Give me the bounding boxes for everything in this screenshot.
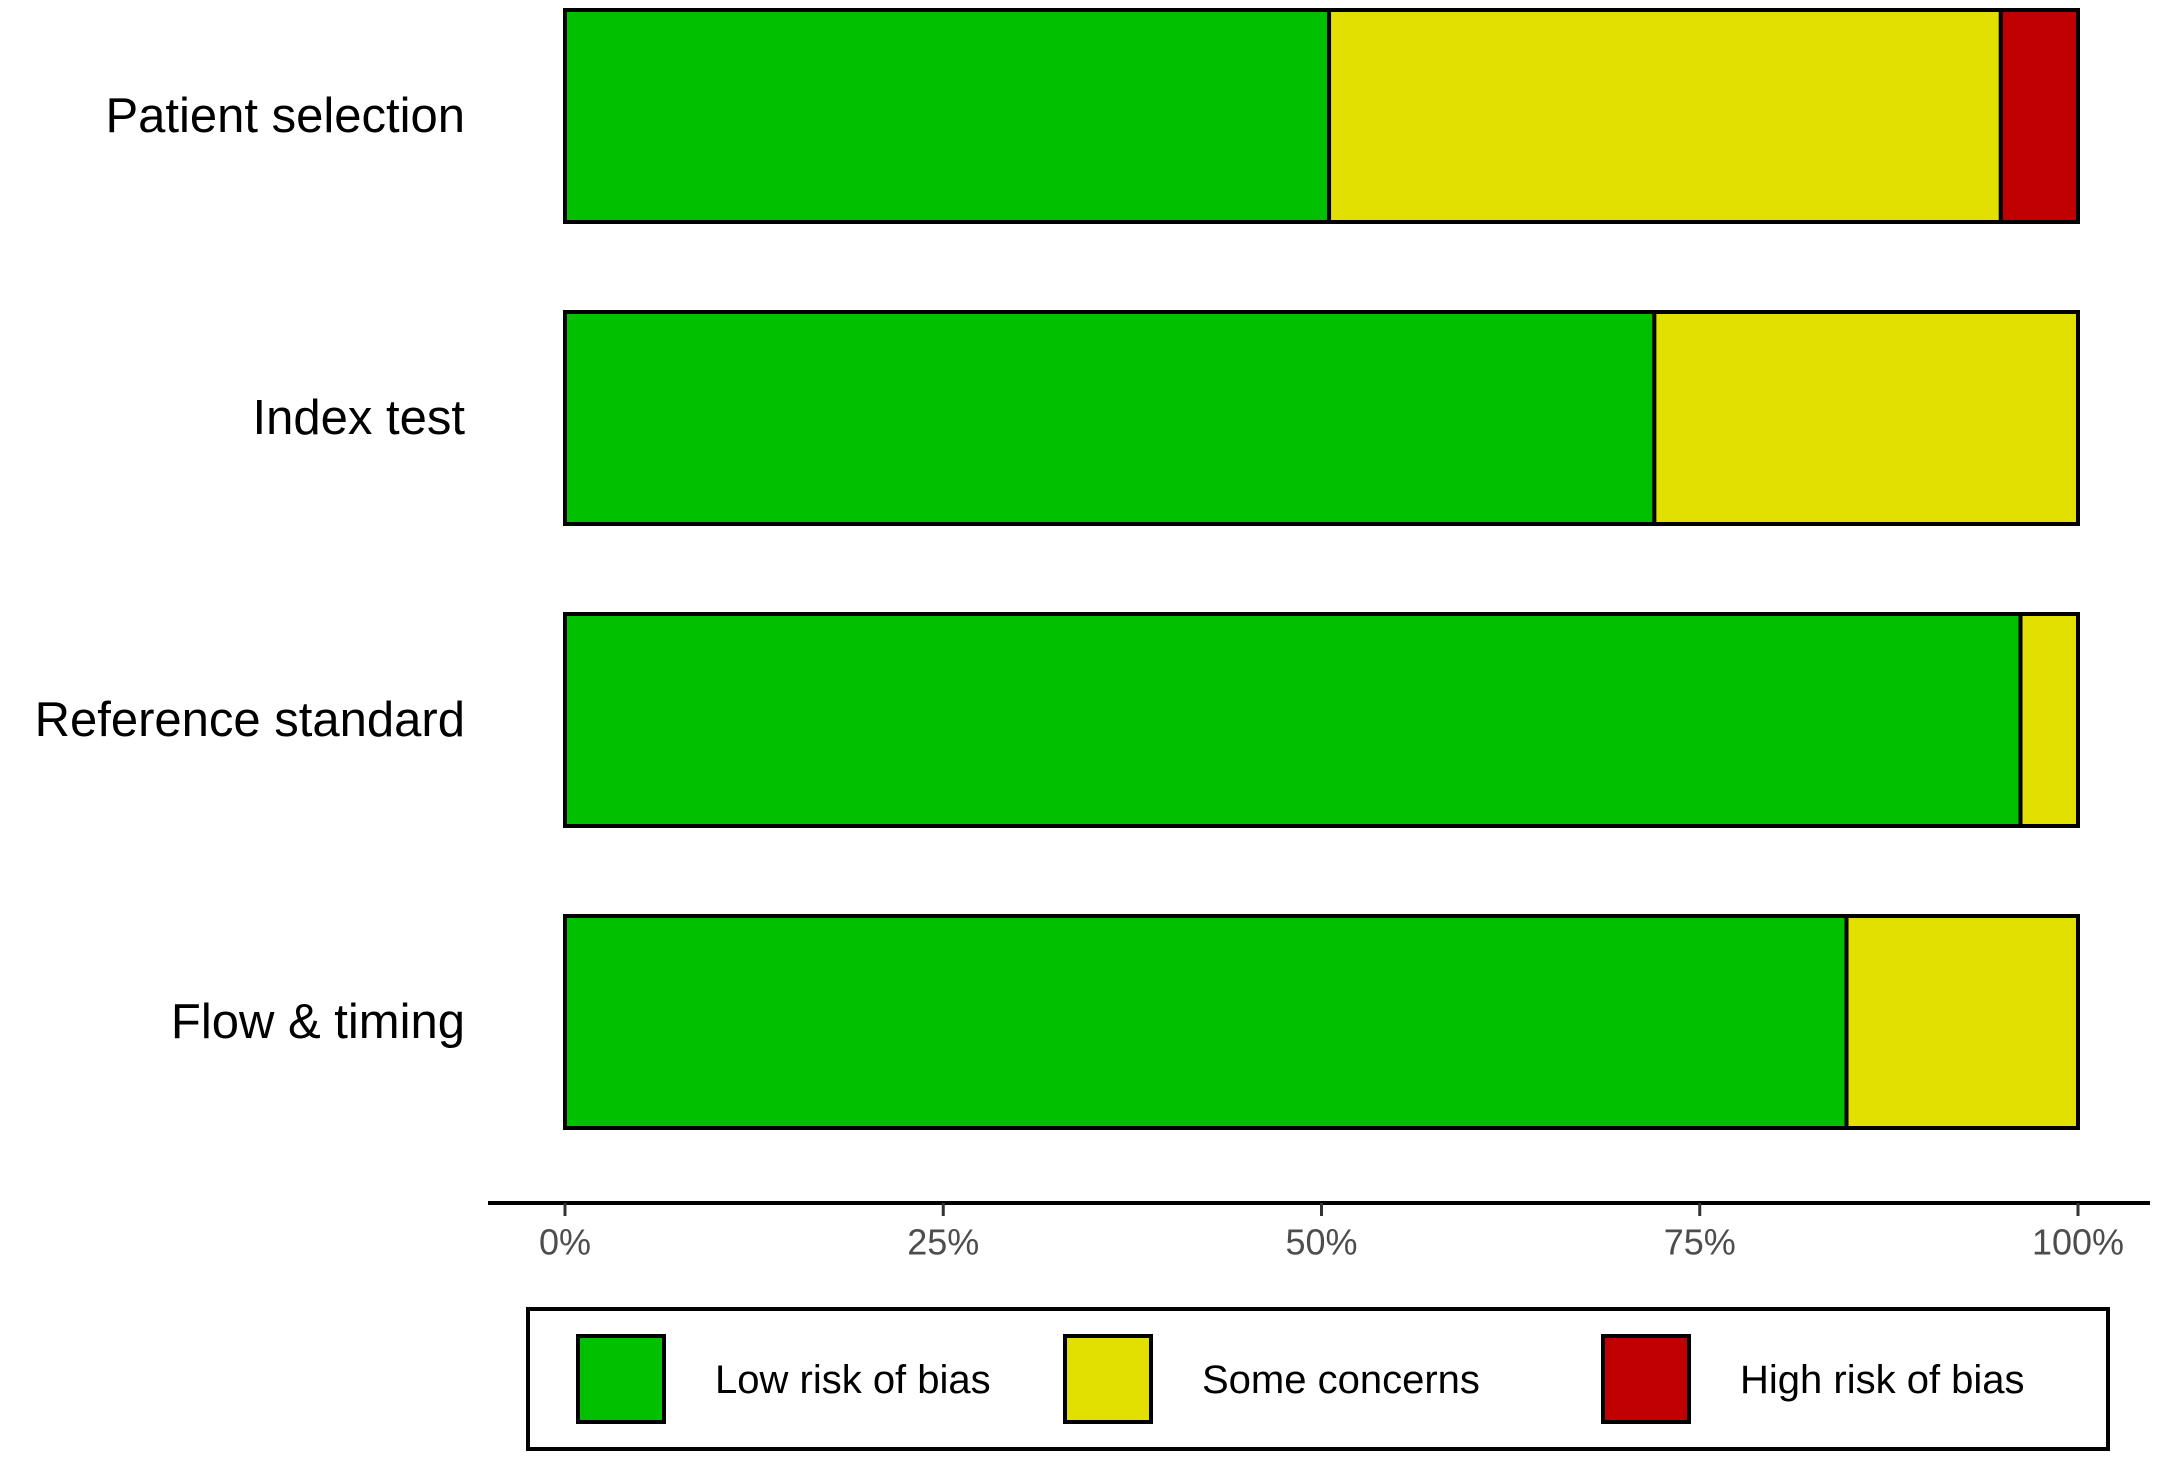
bar-segment-low-risk-of-bias-reference-standard <box>563 612 2023 828</box>
bar-segment-some-concerns-patient-selection <box>1327 8 2003 224</box>
legend-key-some-concerns <box>1063 1334 1153 1424</box>
x-axis: 0% 25% 50% 75% 100% <box>488 1201 2150 1263</box>
category-label-index-test: Index test <box>253 391 466 445</box>
category-label-reference-standard: Reference standard <box>35 693 465 747</box>
bar-segment-low-risk-of-bias-flow-and-timing <box>563 914 1849 1130</box>
bar-segment-some-concerns-flow-and-timing <box>1844 914 2080 1130</box>
bars-group <box>563 8 2081 1130</box>
x-tick-label-50: 50% <box>1285 1222 1357 1263</box>
bar-row-index-test <box>563 310 2080 526</box>
legend-label-low-risk-of-bias: Low risk of bias <box>715 1358 991 1402</box>
x-tick-label-100: 100% <box>2032 1222 2124 1263</box>
bar-segment-low-risk-of-bias-index-test <box>563 310 1657 526</box>
legend-item-low-risk-of-bias: Low risk of bias <box>576 1334 991 1424</box>
category-label-patient-selection: Patient selection <box>105 89 465 143</box>
legend-label-high-risk-of-bias: High risk of bias <box>1740 1358 2025 1402</box>
legend-item-high-risk-of-bias: High risk of bias <box>1601 1334 2025 1424</box>
bar-segment-some-concerns-reference-standard <box>2018 612 2080 828</box>
legend: Low risk of bias Some concerns High risk o… <box>526 1307 2110 1451</box>
legend-key-high-risk-of-bias <box>1601 1334 1691 1424</box>
category-labels: Patient selection Index test Reference sta… <box>35 89 466 1049</box>
bar-segment-some-concerns-index-test <box>1652 310 2080 526</box>
bar-row-flow-and-timing <box>563 914 2080 1130</box>
bar-row-reference-standard <box>563 612 2080 828</box>
legend-item-some-concerns: Some concerns <box>1063 1334 1480 1424</box>
bar-row-patient-selection <box>563 8 2081 224</box>
legend-label-some-concerns: Some concerns <box>1202 1358 1480 1402</box>
category-label-flow-and-timing: Flow & timing <box>171 995 465 1049</box>
x-tick-label-0: 0% <box>539 1222 591 1263</box>
x-tick-label-75: 75% <box>1664 1222 1736 1263</box>
bar-segment-high-risk-of-bias-patient-selection <box>1998 8 2081 224</box>
bar-segment-low-risk-of-bias-patient-selection <box>563 8 1332 224</box>
x-tick-label-25: 25% <box>907 1222 979 1263</box>
legend-key-low-risk-of-bias <box>576 1334 666 1424</box>
legend-box <box>526 1307 2110 1451</box>
